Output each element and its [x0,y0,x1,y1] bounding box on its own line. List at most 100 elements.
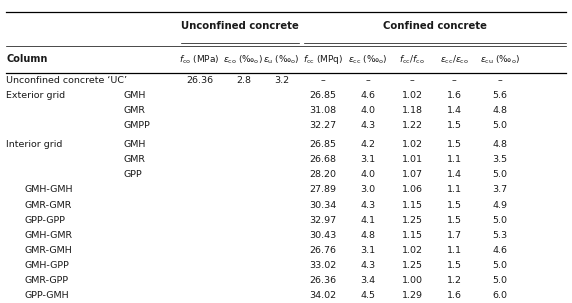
Text: 4.3: 4.3 [360,201,375,210]
Text: 32.97: 32.97 [309,216,336,225]
Text: 1.5: 1.5 [447,140,462,149]
Text: 26.68: 26.68 [309,155,336,164]
Text: 1.18: 1.18 [402,106,423,115]
Text: 30.43: 30.43 [309,231,336,240]
Text: 3.5: 3.5 [492,155,508,164]
Text: 4.8: 4.8 [492,140,507,149]
Text: 1.02: 1.02 [402,246,423,255]
Text: GMH-GMR: GMH-GMR [24,231,72,240]
Text: 1.02: 1.02 [402,140,423,149]
Text: 27.89: 27.89 [309,185,336,195]
Text: 1.22: 1.22 [402,121,423,130]
Text: 1.25: 1.25 [402,261,423,270]
Text: GMH-GPP: GMH-GPP [24,261,69,270]
Text: 1.5: 1.5 [447,216,462,225]
Text: $\varepsilon_\mathrm{cc}$ (‰$_\mathrm{o}$): $\varepsilon_\mathrm{cc}$ (‰$_\mathrm{o}… [348,53,388,66]
Text: 4.6: 4.6 [492,246,507,255]
Text: GMR-GMH: GMR-GMH [24,246,72,255]
Text: GMPP: GMPP [124,121,150,130]
Text: Exterior grid: Exterior grid [6,91,65,100]
Text: 1.5: 1.5 [447,261,462,270]
Text: 1.01: 1.01 [402,155,423,164]
Text: 32.27: 32.27 [309,121,336,130]
Text: –: – [452,76,456,85]
Text: 3.0: 3.0 [360,185,375,195]
Text: –: – [366,76,370,85]
Text: 1.2: 1.2 [447,276,462,285]
Text: 1.6: 1.6 [447,291,462,301]
Text: 2.8: 2.8 [236,76,251,85]
Text: 1.02: 1.02 [402,91,423,100]
Text: 5.0: 5.0 [492,216,507,225]
Text: 1.29: 1.29 [402,291,423,301]
Text: $\varepsilon_\mathrm{cc}/\varepsilon_\mathrm{co}$: $\varepsilon_\mathrm{cc}/\varepsilon_\ma… [440,53,468,66]
Text: 1.07: 1.07 [402,170,423,179]
Text: 5.0: 5.0 [492,261,507,270]
Text: GMR: GMR [124,155,145,164]
Text: 4.9: 4.9 [492,201,507,210]
Text: GMR-GPP: GMR-GPP [24,276,68,285]
Text: 26.85: 26.85 [309,140,336,149]
Text: $\varepsilon_\mathrm{u}$ (‰$_\mathrm{o}$): $\varepsilon_\mathrm{u}$ (‰$_\mathrm{o}$… [263,53,300,66]
Text: 4.3: 4.3 [360,261,375,270]
Text: 4.0: 4.0 [360,170,375,179]
Text: 1.6: 1.6 [447,91,462,100]
Text: GMR: GMR [124,106,145,115]
Text: GMH-GMH: GMH-GMH [24,185,73,195]
Text: 26.36: 26.36 [186,76,213,85]
Text: Column: Column [6,55,47,65]
Text: GPP-GMH: GPP-GMH [24,291,69,301]
Text: GPP-GPP: GPP-GPP [24,216,65,225]
Text: 26.76: 26.76 [309,246,336,255]
Text: $\varepsilon_\mathrm{co}$ (‰$_\mathrm{o}$): $\varepsilon_\mathrm{co}$ (‰$_\mathrm{o}… [224,53,263,66]
Text: $f_\mathrm{cc}/f_\mathrm{co}$: $f_\mathrm{cc}/f_\mathrm{co}$ [399,53,425,66]
Text: 1.7: 1.7 [447,231,462,240]
Text: 1.4: 1.4 [447,106,462,115]
Text: $\varepsilon_\mathrm{cu}$ (‰$_\mathrm{o}$): $\varepsilon_\mathrm{cu}$ (‰$_\mathrm{o}… [480,53,520,66]
Text: 4.2: 4.2 [360,140,375,149]
Text: GMR-GMR: GMR-GMR [24,201,72,210]
Text: 4.0: 4.0 [360,106,375,115]
Text: 1.1: 1.1 [447,155,462,164]
Text: 3.1: 3.1 [360,155,375,164]
Text: 31.08: 31.08 [309,106,336,115]
Text: 1.4: 1.4 [447,170,462,179]
Text: –: – [321,76,325,85]
Text: 3.2: 3.2 [274,76,289,85]
Text: 5.0: 5.0 [492,121,507,130]
Text: GMH: GMH [124,140,146,149]
Text: 1.1: 1.1 [447,246,462,255]
Text: 33.02: 33.02 [309,261,336,270]
Text: 26.85: 26.85 [309,91,336,100]
Text: 3.7: 3.7 [492,185,508,195]
Text: 4.8: 4.8 [492,106,507,115]
Text: GPP: GPP [124,170,142,179]
Text: 4.3: 4.3 [360,121,375,130]
Text: 4.8: 4.8 [360,231,375,240]
Text: 4.6: 4.6 [360,91,375,100]
Text: 1.5: 1.5 [447,121,462,130]
Text: 1.5: 1.5 [447,201,462,210]
Text: 5.0: 5.0 [492,276,507,285]
Text: Confined concrete: Confined concrete [383,21,487,31]
Text: GMH: GMH [124,91,146,100]
Text: $f_\mathrm{co}$ (MPa): $f_\mathrm{co}$ (MPa) [180,53,220,66]
Text: 28.20: 28.20 [309,170,336,179]
Text: 1.06: 1.06 [402,185,423,195]
Text: 3.4: 3.4 [360,276,375,285]
Text: Unconfined concrete ‘UC’: Unconfined concrete ‘UC’ [6,76,128,85]
Text: 4.1: 4.1 [360,216,375,225]
Text: 1.15: 1.15 [402,231,423,240]
Text: 34.02: 34.02 [309,291,336,301]
Text: 5.0: 5.0 [492,170,507,179]
Text: 1.1: 1.1 [447,185,462,195]
Text: 5.3: 5.3 [492,231,508,240]
Text: 4.5: 4.5 [360,291,375,301]
Text: 30.34: 30.34 [309,201,336,210]
Text: –: – [410,76,415,85]
Text: 3.1: 3.1 [360,246,375,255]
Text: $f_\mathrm{cc}$ (MPq): $f_\mathrm{cc}$ (MPq) [303,53,343,66]
Text: Interior grid: Interior grid [6,140,63,149]
Text: 1.25: 1.25 [402,216,423,225]
Text: –: – [498,76,503,85]
